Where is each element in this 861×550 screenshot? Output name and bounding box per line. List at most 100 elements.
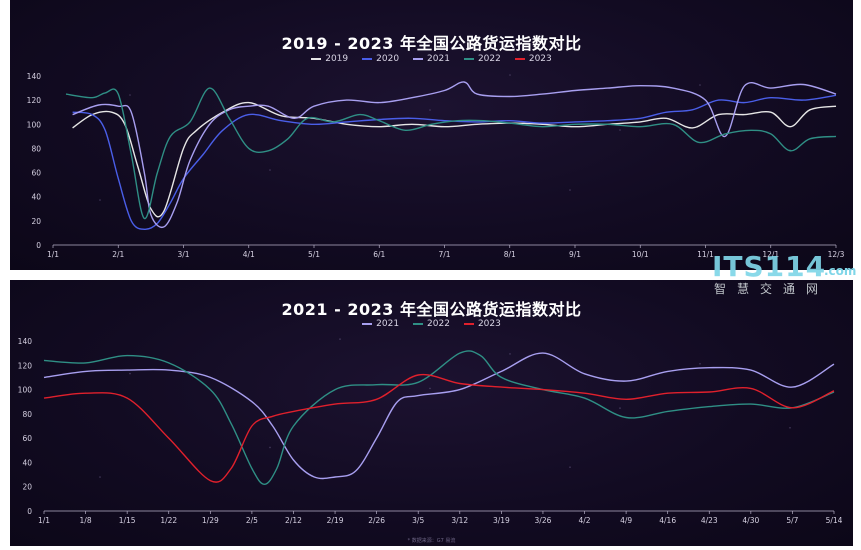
star-dot (429, 109, 431, 111)
chart-title: 2019 - 2023 年全国公路货运指数对比 (281, 34, 582, 53)
legend-label: 2021 (427, 54, 450, 64)
y-tick-label: 100 (18, 386, 33, 395)
x-tick-label: 10/1 (632, 250, 649, 259)
x-tick-label: 12/1 (762, 250, 779, 259)
x-tick-label: 3/26 (535, 516, 552, 525)
legend-item-2021[interactable]: 2021 (362, 319, 399, 329)
x-tick-label: 3/1 (177, 250, 189, 259)
x-tick-label: 1/1 (38, 516, 50, 525)
legend-swatch (362, 58, 373, 60)
data-source-note: * 数据来源：G7 易流 (407, 538, 456, 544)
star-dot (619, 407, 621, 409)
star-dot (569, 466, 571, 468)
x-tick-label: 1/29 (202, 516, 219, 525)
legend-label: 2020 (376, 54, 400, 64)
x-tick-label: 4/16 (659, 516, 676, 525)
y-tick-label: 40 (31, 193, 41, 202)
legend-swatch (362, 323, 373, 325)
legend-item-2020[interactable]: 2020 (362, 54, 399, 64)
star-dot (129, 94, 131, 96)
site-watermark: ITS114 .com 智慧交通网 (712, 250, 861, 300)
legend-swatch (413, 58, 424, 60)
legend-label: 2022 (477, 54, 501, 64)
y-tick-label: 120 (18, 361, 33, 370)
x-tick-label: 7/1 (438, 250, 450, 259)
series-line-2021 (43, 352, 835, 480)
legend-item-2021[interactable]: 2021 (413, 54, 450, 64)
y-tick-label: 140 (27, 72, 42, 81)
x-tick-label: 1/8 (80, 516, 92, 525)
series-line-2023 (43, 373, 835, 483)
y-tick-label: 40 (22, 458, 32, 467)
y-tick-label: 20 (31, 217, 41, 226)
series-line-2020 (72, 94, 837, 231)
background-stars (99, 338, 791, 478)
y-tick-label: 80 (31, 144, 41, 153)
x-tick-label: 2/12 (285, 516, 302, 525)
legend-swatch (463, 323, 474, 325)
y-tick-label: 140 (18, 337, 33, 346)
star-dot (269, 169, 271, 171)
y-tick-label: 0 (36, 241, 41, 250)
line-chart-svg: 0 20 40 60 80 100 120 140 1/1 1/8 1/15 1/22 1/29 2/5 2… (18, 337, 843, 525)
y-tick-label: 60 (31, 169, 41, 178)
legend-item-2022[interactable]: 2022 (413, 319, 450, 329)
x-tick-label: 1/22 (160, 516, 177, 525)
chart-legend: 2019 2020 2021 2022 2023 (10, 54, 853, 64)
x-tick-label: 5/7 (786, 516, 798, 525)
chart-panel-2021-2023: 2021 - 2023 年全国公路货运指数对比 2021 2022 2023 0 20… (10, 280, 853, 546)
y-tick-label: 20 (22, 483, 32, 492)
x-tick-label: 1/15 (119, 516, 136, 525)
legend-label: 2022 (427, 319, 450, 329)
star-dot (269, 446, 271, 449)
chart-legend: 2021 2022 2023 (10, 319, 853, 329)
star-dot (569, 189, 571, 191)
star-dot (99, 476, 101, 478)
x-tick-label: 1/1 (47, 250, 59, 259)
legend-item-2023[interactable]: 2023 (514, 54, 552, 64)
star-dot (699, 362, 701, 365)
series-line-2021 (72, 81, 837, 229)
y-tick-label: 120 (27, 96, 42, 105)
legend-swatch (413, 323, 424, 325)
x-tick-label: 6/1 (373, 250, 385, 259)
x-tick-label: 3/19 (493, 516, 510, 525)
star-dot (789, 426, 791, 429)
star-dot (129, 372, 131, 375)
legend-swatch (514, 58, 525, 60)
x-tick-label: 9/1 (569, 250, 581, 259)
star-dot (509, 353, 511, 355)
legend-item-2023[interactable]: 2023 (463, 319, 501, 329)
x-tick-label: 3/12 (451, 516, 468, 525)
legend-item-2022[interactable]: 2022 (463, 54, 501, 64)
watermark-logo-text: ITS114 (712, 250, 827, 283)
x-tick-label: 3/5 (412, 516, 424, 525)
legend-swatch (463, 58, 474, 60)
x-tick-label: 4/2 (578, 516, 590, 525)
legend-label: 2021 (376, 319, 400, 329)
x-tick-label: 4/1 (243, 250, 255, 259)
legend-swatch (311, 58, 322, 60)
x-tick-label: 11/1 (697, 250, 714, 259)
series-line-2022 (65, 87, 837, 220)
y-tick-label: 80 (22, 410, 32, 419)
watermark-subtitle: 智慧交通网 (714, 282, 830, 296)
x-tick-label: 2/19 (327, 516, 344, 525)
x-tick-label: 4/23 (701, 516, 718, 525)
x-tick-label: 12/3 (828, 250, 845, 259)
legend-item-2019[interactable]: 2019 (311, 54, 348, 64)
x-tick-label: 4/30 (742, 516, 759, 525)
star-dot (339, 338, 341, 340)
star-dot (699, 84, 701, 86)
y-tick-label: 0 (27, 507, 32, 516)
line-chart-svg: 0 20 40 60 80 100 120 140 1/1 2/1 3/1 4/1 5/1 6/1 7/1 8… (27, 59, 845, 259)
chart-title: 2021 - 2023 年全国公路货运指数对比 (281, 300, 582, 319)
chart-panel-2019-2023: 2019 - 2023 年全国公路货运指数对比 2019 2020 2021 2022… (10, 0, 853, 270)
watermark-domain: .com (824, 264, 857, 278)
series-line-2022 (43, 350, 835, 485)
x-tick-label: 5/14 (826, 516, 843, 525)
star-dot (619, 129, 621, 131)
star-dot (99, 199, 101, 201)
x-tick-label: 2/26 (368, 516, 385, 525)
x-tick-label: 5/1 (308, 250, 320, 259)
